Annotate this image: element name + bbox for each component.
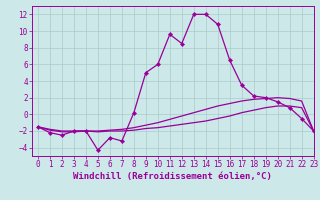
X-axis label: Windchill (Refroidissement éolien,°C): Windchill (Refroidissement éolien,°C)	[73, 172, 272, 181]
